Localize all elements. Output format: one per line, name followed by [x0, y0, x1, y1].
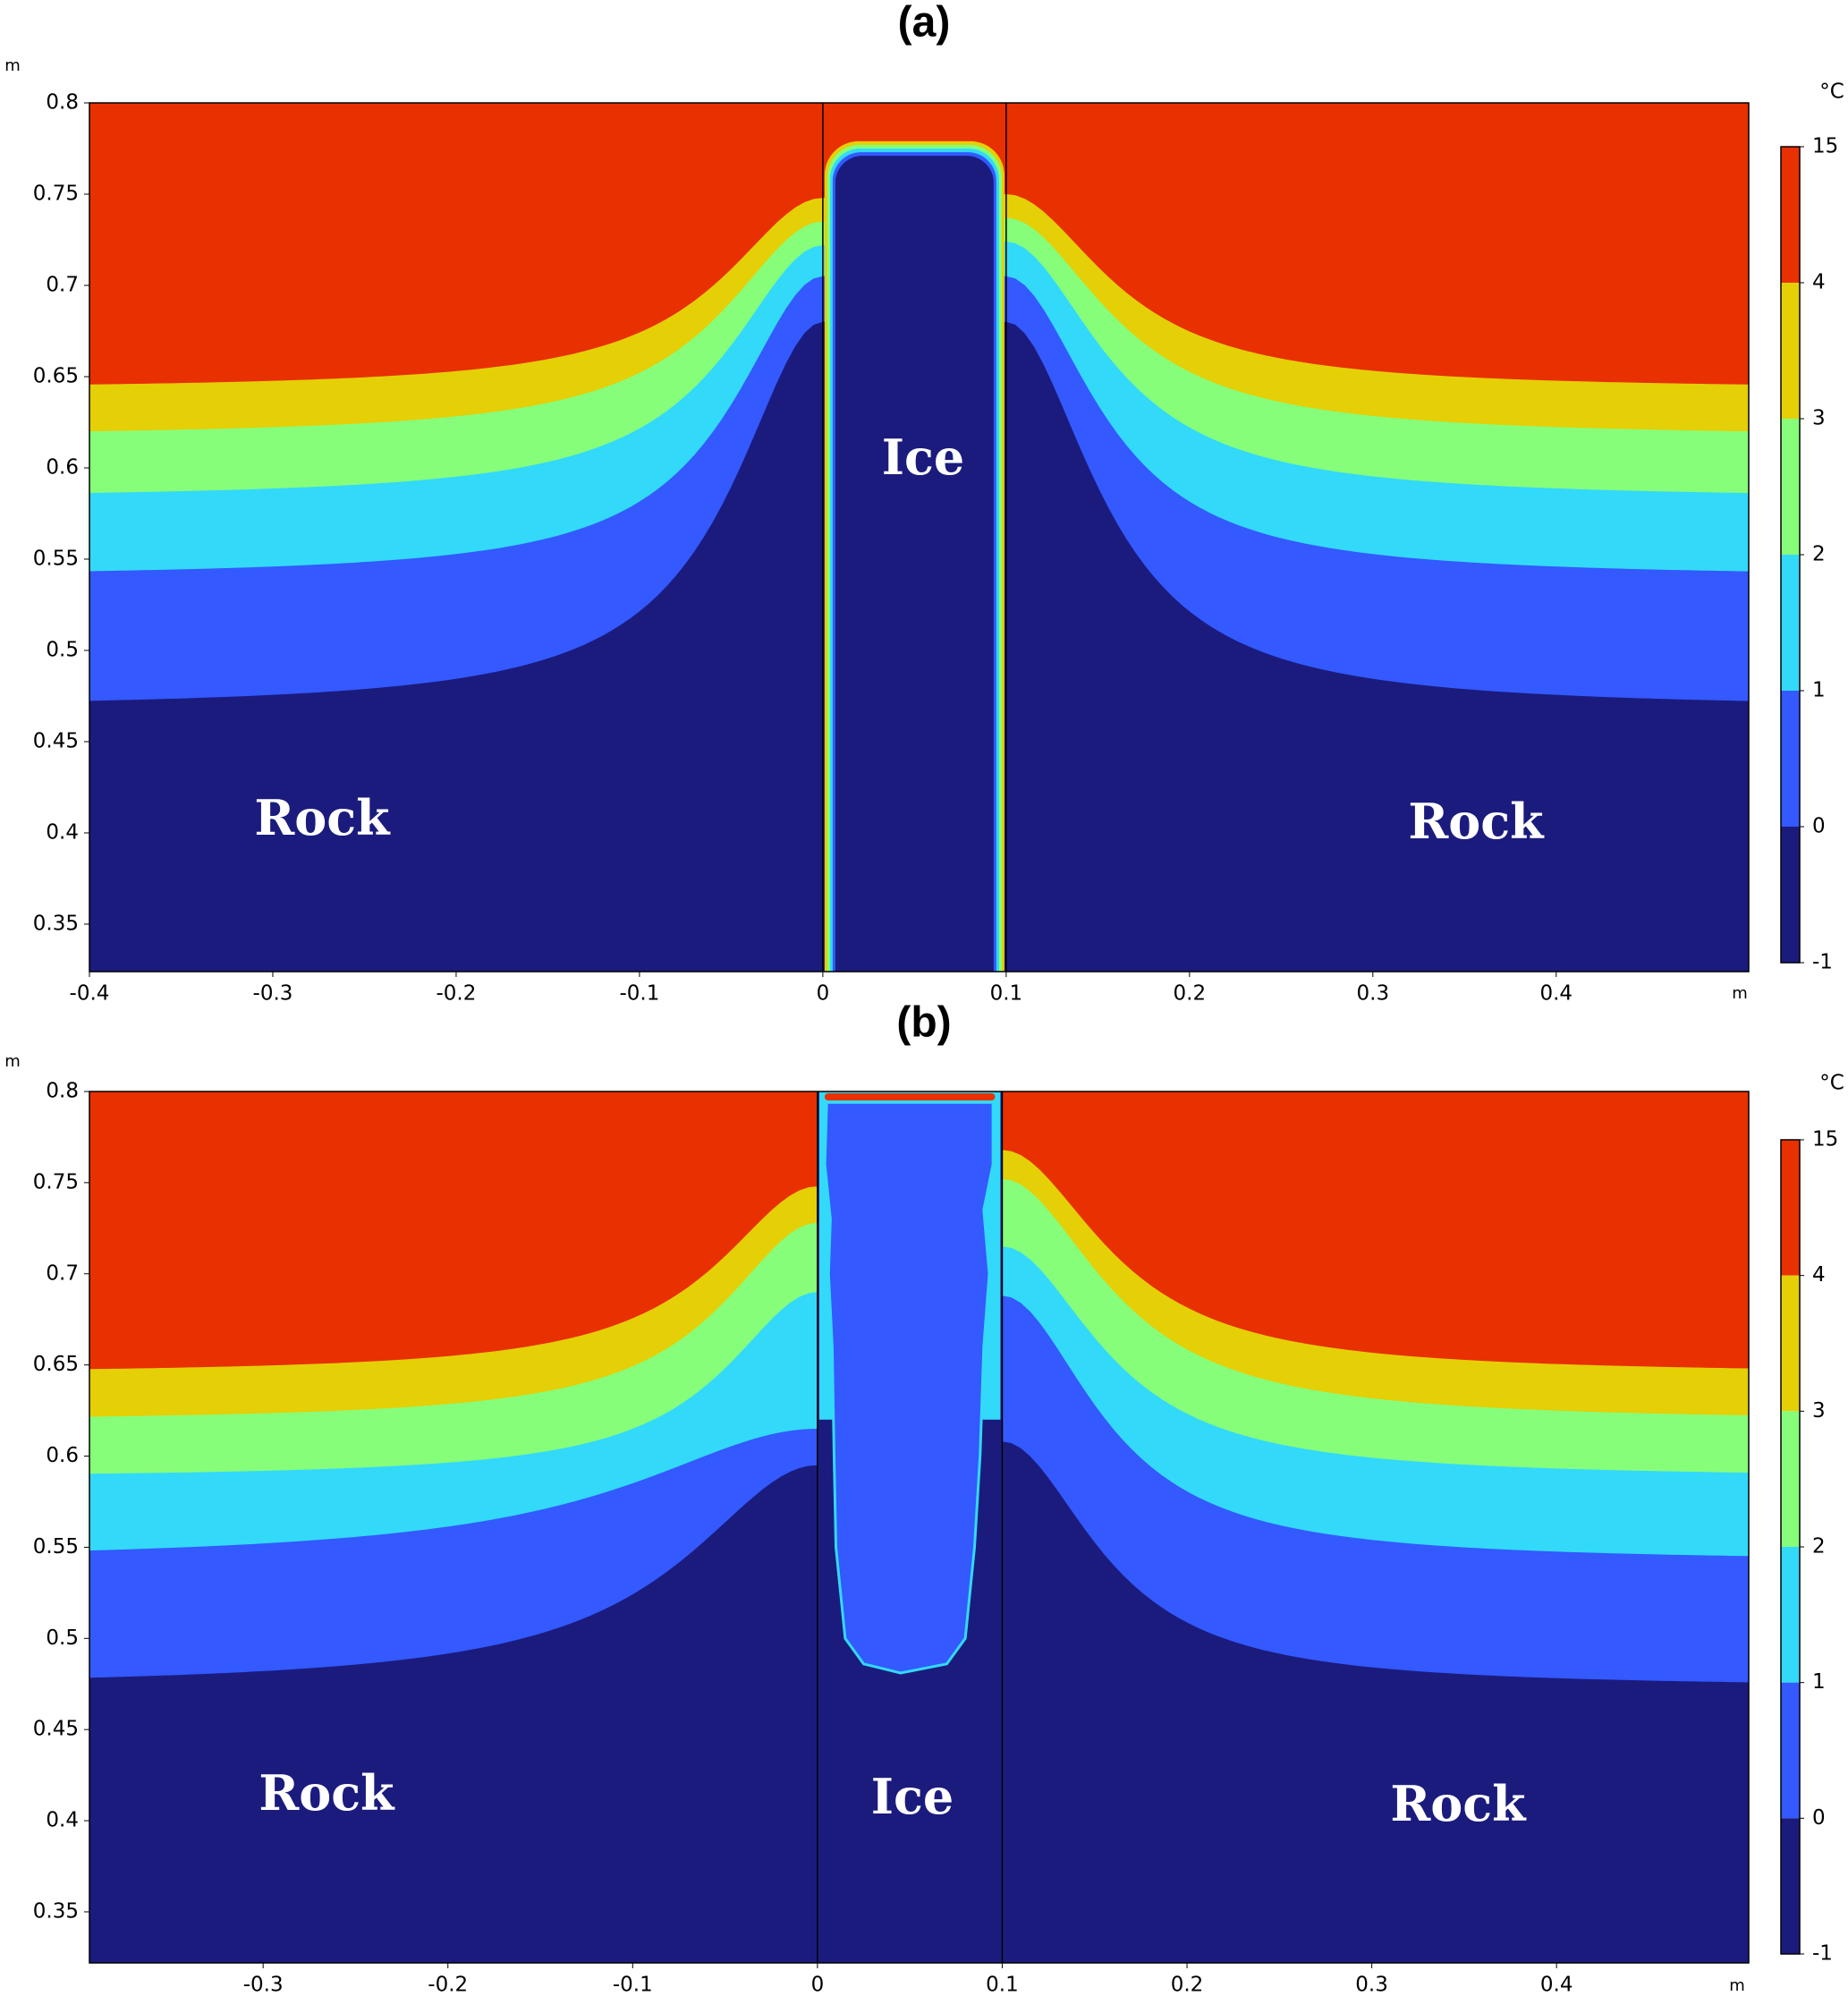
x-tick-label: -0.1 — [613, 1974, 653, 1996]
x-tick-label: 0 — [817, 982, 830, 1006]
colorbar-band — [1781, 1682, 1800, 1819]
y-tick-label: 0.7 — [46, 1261, 79, 1285]
colorbar-band — [1781, 555, 1800, 691]
x-tick-label: 0.4 — [1540, 1974, 1573, 1996]
x-tick-label: -0.4 — [70, 982, 110, 1006]
x-tick-label: -0.1 — [619, 982, 659, 1006]
colorbar-band — [1781, 1547, 1800, 1683]
colorbar-tick-label: 3 — [1812, 1399, 1826, 1423]
x-unit: m — [1729, 1976, 1745, 1995]
colorbar-tick-label: 0 — [1812, 815, 1826, 838]
y-tick-label: 0.4 — [46, 820, 79, 844]
colorbar-band — [1781, 827, 1800, 963]
x-tick-label: 0.4 — [1539, 982, 1572, 1006]
y-tick-label: 0.45 — [33, 729, 79, 752]
colorbar-tick-label: 4 — [1812, 271, 1826, 294]
y-tick-label: 0.6 — [46, 455, 79, 479]
colorbar-tick-label: 15 — [1812, 135, 1838, 158]
colorbar-band — [1781, 1818, 1800, 1954]
colorbar-unit: °C — [1819, 81, 1844, 104]
colorbar-tick-label: 15 — [1812, 1128, 1838, 1151]
x-tick-label: 0.2 — [1171, 1974, 1204, 1996]
chart-title: (a) — [898, 0, 951, 47]
x-tick-label: 0.1 — [986, 1974, 1019, 1996]
colorbar-tick-label: 2 — [1812, 1535, 1826, 1559]
ice-column — [824, 1093, 996, 1100]
annotation: Rock — [254, 789, 391, 846]
annotation: Rock — [259, 1764, 395, 1822]
annotation: Ice — [871, 1768, 954, 1825]
y-tick-label: 0.55 — [33, 1535, 79, 1559]
y-tick-label: 0.8 — [46, 91, 79, 115]
colorbar-unit: °C — [1819, 1072, 1844, 1095]
colorbar-tick-label: 1 — [1812, 1670, 1826, 1694]
x-tick-label: -0.2 — [428, 1974, 468, 1996]
y-tick-label: 0.65 — [33, 1353, 79, 1376]
y-tick-label: 0.5 — [46, 638, 79, 661]
plot-area — [89, 103, 1749, 972]
x-unit: m — [1732, 984, 1748, 1003]
y-tick-label: 0.4 — [46, 1809, 79, 1832]
x-tick-label: -0.3 — [243, 1974, 284, 1996]
ice-column — [835, 156, 994, 972]
colorbar-band — [1781, 1411, 1800, 1547]
y-unit: m — [4, 56, 21, 75]
colorbar-band — [1781, 1140, 1800, 1276]
y-tick-label: 0.6 — [46, 1444, 79, 1467]
colorbar-tick-label: 4 — [1812, 1263, 1826, 1287]
y-tick-label: 0.55 — [33, 547, 79, 570]
y-tick-label: 0.35 — [33, 1899, 79, 1923]
y-tick-label: 0.75 — [33, 182, 79, 205]
y-tick-label: 0.7 — [46, 273, 79, 296]
plot-frame — [89, 102, 1750, 973]
y-tick-label: 0.35 — [33, 912, 79, 935]
colorbar-band — [1781, 283, 1800, 419]
x-tick-label: 0.2 — [1174, 982, 1207, 1006]
x-tick-label: 0.3 — [1355, 1974, 1388, 1996]
colorbar-band — [1781, 419, 1800, 555]
x-tick-label: -0.2 — [436, 982, 476, 1006]
y-tick-label: 0.8 — [46, 1080, 79, 1103]
colorbar-band — [1781, 691, 1800, 827]
x-tick-label: -0.3 — [253, 982, 293, 1006]
colorbar-band — [1781, 1275, 1800, 1412]
plot-frame — [89, 1091, 1750, 1964]
colorbar-tick-label: -1 — [1812, 951, 1833, 974]
y-tick-label: 0.65 — [33, 364, 79, 387]
annotation: Rock — [1408, 793, 1545, 850]
x-tick-label: 0.3 — [1357, 982, 1390, 1006]
plot-area — [89, 1091, 1749, 1963]
colorbar-band — [1781, 147, 1800, 283]
x-tick-label: 0 — [811, 1974, 825, 1996]
chart-title: (b) — [896, 999, 951, 1047]
y-tick-label: 0.45 — [33, 1718, 79, 1741]
colorbar-tick-label: -1 — [1812, 1942, 1833, 1966]
y-tick-label: 0.5 — [46, 1627, 79, 1650]
colorbar-tick-label: 0 — [1812, 1806, 1826, 1830]
annotation: Ice — [882, 429, 965, 486]
colorbar-tick-label: 2 — [1812, 543, 1826, 566]
colorbar-tick-label: 3 — [1812, 407, 1826, 430]
x-tick-label: 0.1 — [990, 982, 1023, 1006]
y-unit: m — [4, 1052, 21, 1071]
annotation: Rock — [1390, 1775, 1527, 1832]
colorbar-tick-label: 1 — [1812, 679, 1826, 702]
y-tick-label: 0.75 — [33, 1170, 79, 1193]
ice-column — [823, 1100, 995, 1675]
